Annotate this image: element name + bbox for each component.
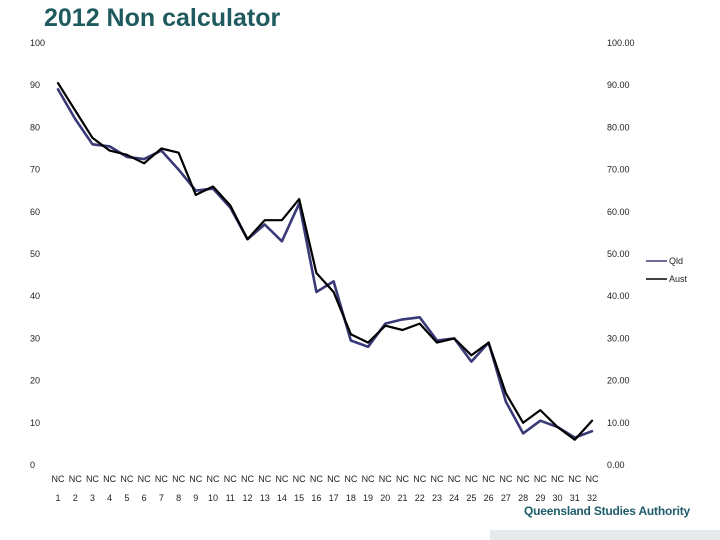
- right-tick-label: 0.00: [607, 460, 625, 470]
- category-number-label: 4: [107, 493, 112, 503]
- category-number-label: 9: [193, 493, 198, 503]
- category-prefix-label: NC: [103, 474, 116, 484]
- category-prefix-label: NC: [241, 474, 254, 484]
- category-prefix-label: NC: [413, 474, 426, 484]
- category-prefix-label: NC: [396, 474, 409, 484]
- left-tick-label: 50: [30, 249, 40, 259]
- category-number-label: 2: [73, 493, 78, 503]
- category-number-label: 15: [294, 493, 304, 503]
- left-tick-label: 100: [30, 38, 45, 48]
- category-prefix-label: NC: [499, 474, 512, 484]
- category-prefix-label: NC: [362, 474, 375, 484]
- right-tick-label: 80.00: [607, 122, 630, 132]
- category-prefix-label: NC: [448, 474, 461, 484]
- category-prefix-label: NC: [482, 474, 495, 484]
- footer-bar: [490, 530, 720, 540]
- left-tick-label: 30: [30, 333, 40, 343]
- series-layer: [56, 81, 594, 441]
- category-number-label: 11: [226, 493, 235, 503]
- category-number-label: 23: [432, 493, 442, 503]
- category-prefix-label: NC: [293, 474, 306, 484]
- legend-label-qld: Qld: [669, 256, 683, 266]
- category-prefix-label: NC: [155, 474, 168, 484]
- category-number-label: 14: [277, 493, 287, 503]
- category-number-label: 17: [329, 493, 339, 503]
- chart-title: 2012 Non calculator: [44, 4, 281, 32]
- right-tick-label: 100.00: [607, 38, 635, 48]
- category-prefix-label: NC: [344, 474, 357, 484]
- series-line-qld: [56, 88, 594, 439]
- left-tick-label: 0: [30, 460, 35, 470]
- category-prefix-label: NC: [534, 474, 547, 484]
- category-number-label: 32: [587, 493, 597, 503]
- left-tick-label: 20: [30, 376, 40, 386]
- left-tick-label: 40: [30, 291, 40, 301]
- category-number-label: 24: [449, 493, 459, 503]
- left-tick-label: 90: [30, 80, 40, 90]
- right-tick-label: 90.00: [607, 80, 630, 90]
- left-tick-label: 80: [30, 122, 40, 132]
- right-tick-label: 60.00: [607, 207, 630, 217]
- category-prefix-label: NC: [586, 474, 599, 484]
- category-number-label: 18: [346, 493, 356, 503]
- category-number-label: 10: [208, 493, 218, 503]
- category-prefix-label: NC: [379, 474, 392, 484]
- series-line-aust: [56, 81, 594, 441]
- category-prefix-label: NC: [310, 474, 323, 484]
- right-tick-label: 50.00: [607, 249, 630, 259]
- category-number-label: 25: [466, 493, 476, 503]
- category-prefix-label: NC: [207, 474, 220, 484]
- category-number-label: 3: [90, 493, 95, 503]
- x-axis-category-labels: NC 1 NC 2 NC 3 NC 4 NC 5 NC 6 NC 7 NC 8 NC 9 NC 10 NC 11 NC 12 N…: [52, 474, 599, 503]
- category-prefix-label: NC: [430, 474, 443, 484]
- category-prefix-label: NC: [258, 474, 271, 484]
- category-prefix-label: NC: [120, 474, 133, 484]
- category-number-label: 28: [518, 493, 528, 503]
- category-number-label: 7: [159, 493, 164, 503]
- category-prefix-label: NC: [52, 474, 65, 484]
- right-tick-label: 30.00: [607, 333, 630, 343]
- left-tick-label: 70: [30, 165, 40, 175]
- left-tick-label: 10: [30, 418, 40, 428]
- category-number-label: 6: [142, 493, 147, 503]
- right-tick-label: 70.00: [607, 165, 630, 175]
- category-number-label: 21: [398, 493, 408, 503]
- category-number-label: 19: [363, 493, 373, 503]
- category-number-label: 26: [484, 493, 494, 503]
- category-number-label: 27: [501, 493, 511, 503]
- right-tick-label: 40.00: [607, 291, 630, 301]
- category-prefix-label: NC: [69, 474, 82, 484]
- right-y-axis-labels: 0.00 10.00 20.00 30.00 40.00 50.00 60.00 70.00 8…: [607, 38, 635, 470]
- category-prefix-label: NC: [86, 474, 99, 484]
- category-prefix-label: NC: [189, 474, 202, 484]
- category-prefix-label: NC: [172, 474, 185, 484]
- category-prefix-label: NC: [568, 474, 581, 484]
- qsa-logo-text: Queensland Studies Authority: [524, 504, 690, 518]
- category-prefix-label: NC: [275, 474, 288, 484]
- right-tick-label: 10.00: [607, 418, 630, 428]
- category-number-label: 31: [570, 493, 580, 503]
- category-number-label: 20: [380, 493, 390, 503]
- legend-label-aust: Aust: [669, 274, 688, 284]
- category-number-label: 29: [535, 493, 545, 503]
- category-number-label: 12: [242, 493, 252, 503]
- category-prefix-label: NC: [551, 474, 564, 484]
- right-tick-label: 20.00: [607, 376, 630, 386]
- category-number-label: 5: [124, 493, 129, 503]
- category-prefix-label: NC: [517, 474, 530, 484]
- category-number-label: 8: [176, 493, 181, 503]
- category-number-label: 13: [260, 493, 270, 503]
- category-prefix-label: NC: [327, 474, 340, 484]
- category-number-label: 1: [55, 493, 60, 503]
- left-y-axis-labels: 0 10 20 30 40 50 60 70 80 90 100: [30, 38, 45, 470]
- category-number-label: 30: [553, 493, 563, 503]
- category-prefix-label: NC: [224, 474, 237, 484]
- left-tick-label: 60: [30, 207, 40, 217]
- category-prefix-label: NC: [138, 474, 151, 484]
- legend: Qld Aust: [646, 256, 688, 284]
- category-prefix-label: NC: [465, 474, 478, 484]
- category-number-label: 16: [311, 493, 321, 503]
- category-number-label: 22: [415, 493, 425, 503]
